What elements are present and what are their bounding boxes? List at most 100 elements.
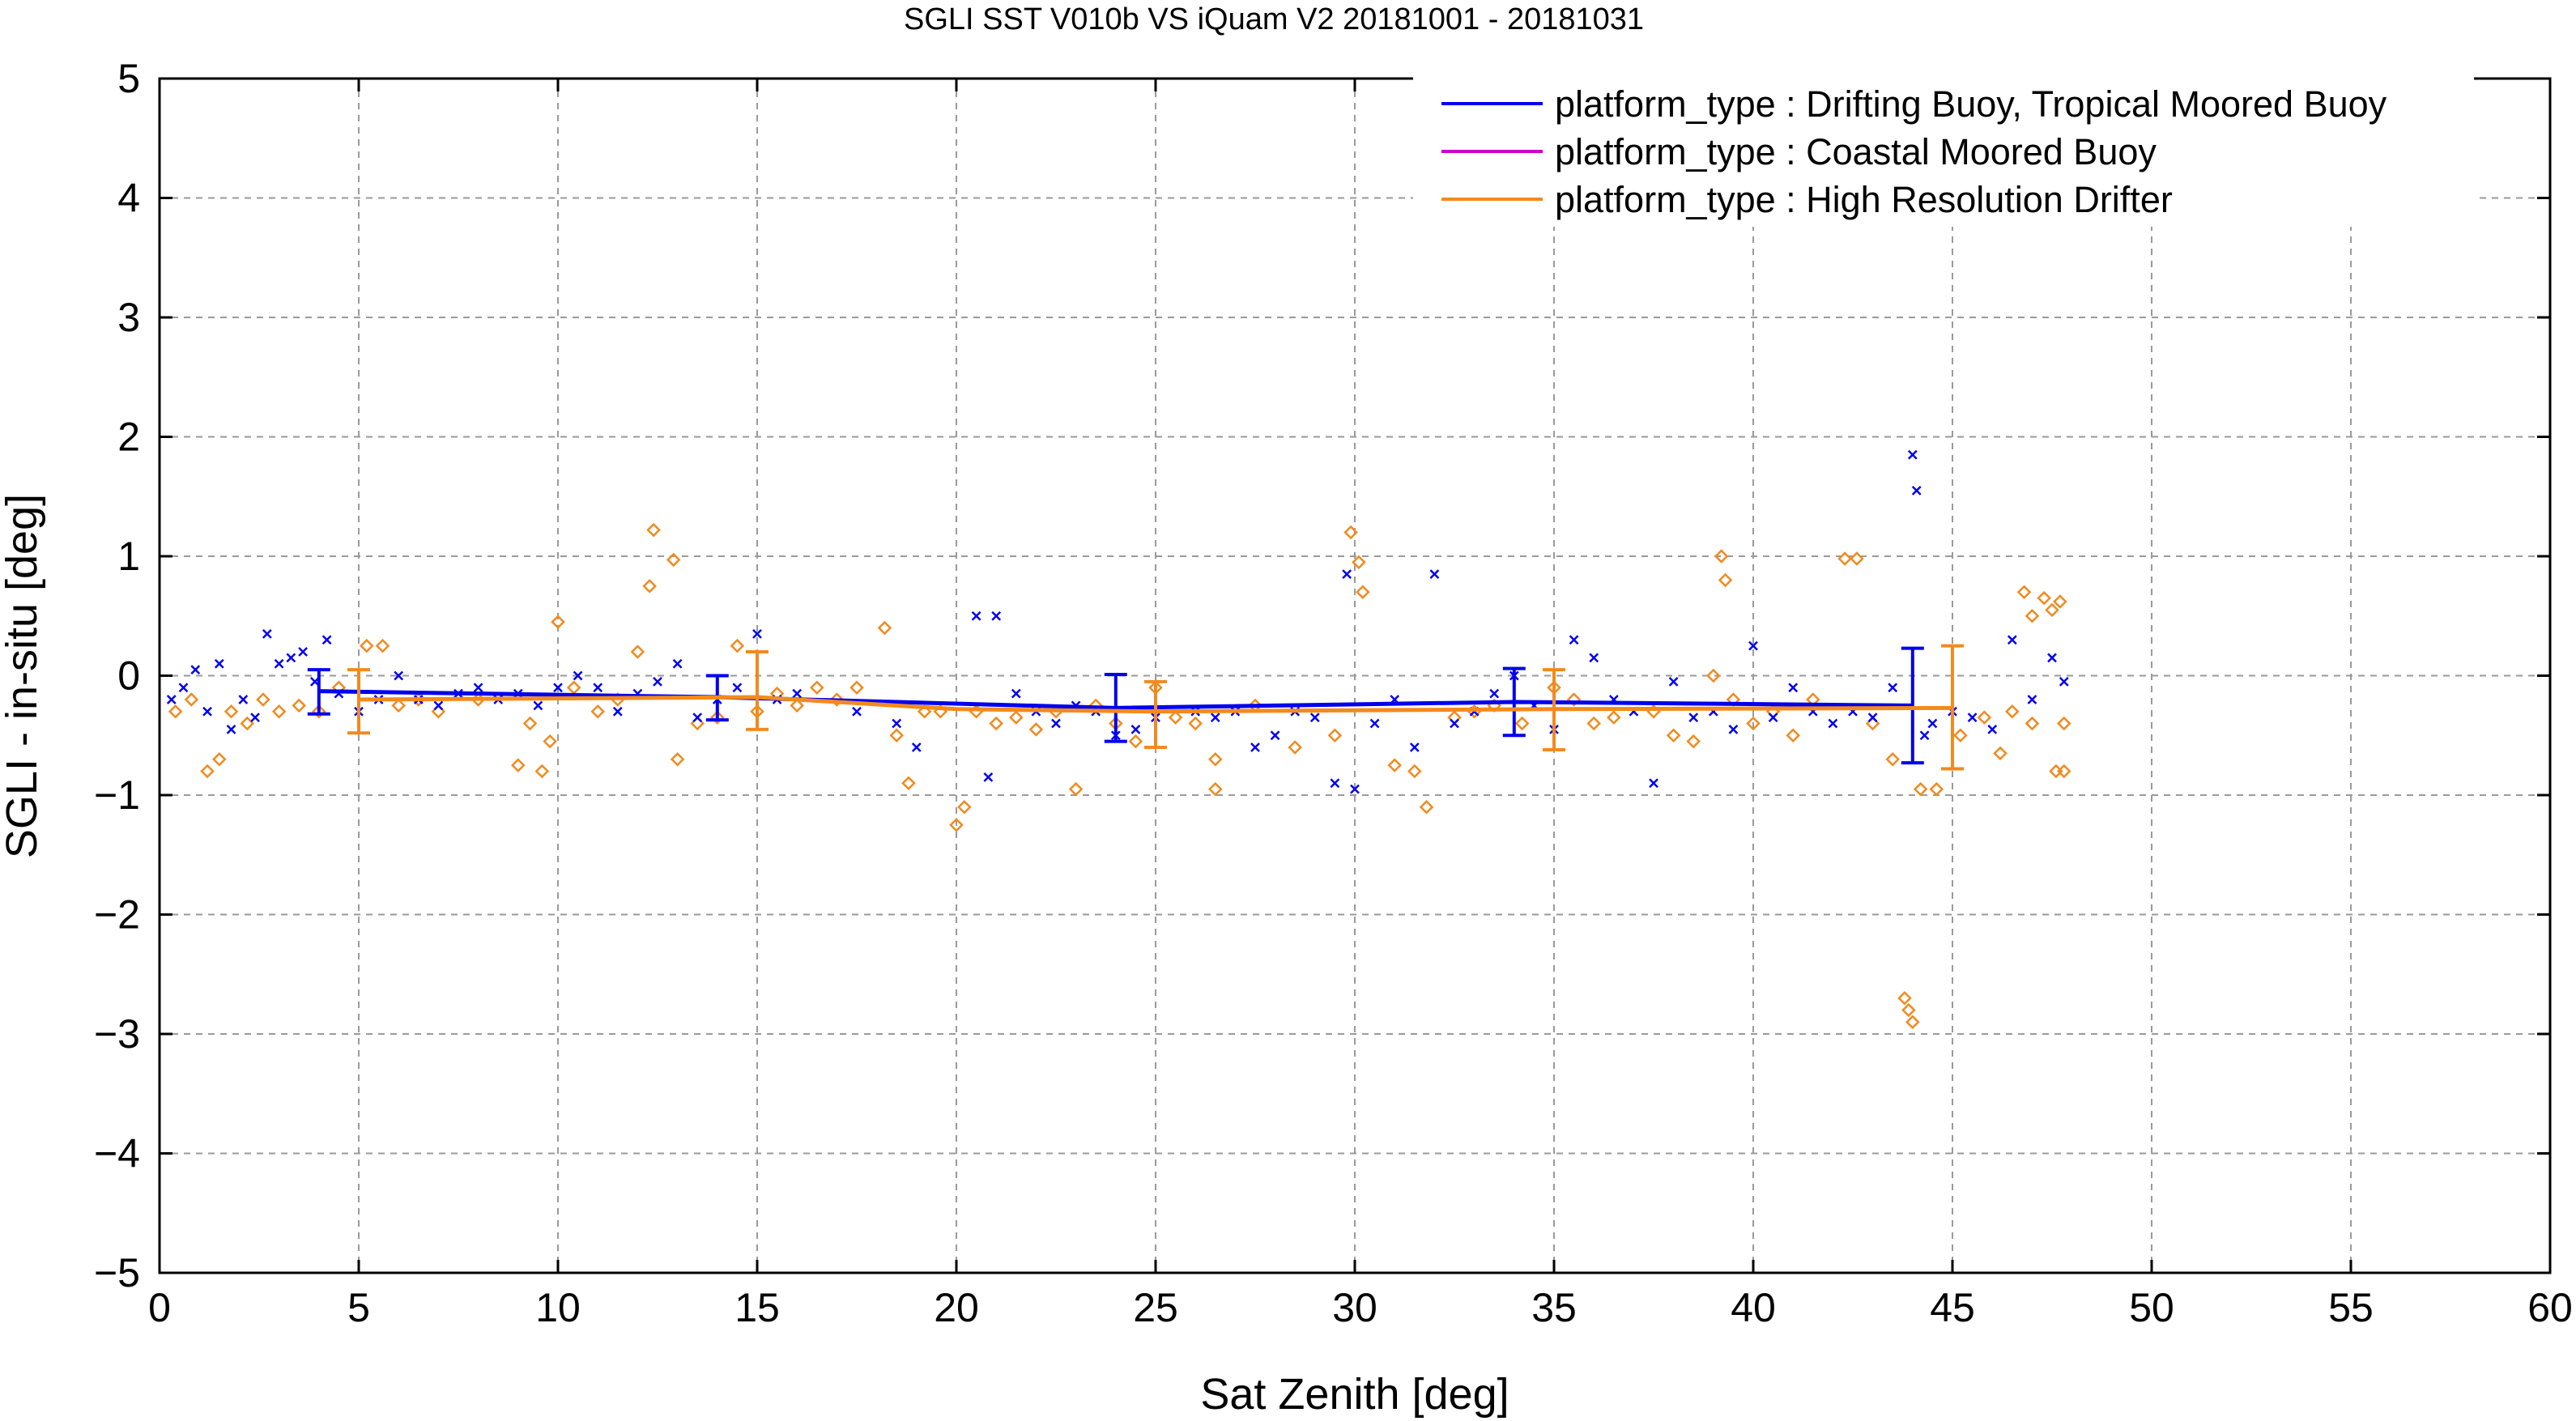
x-tick-label: 35	[1531, 1285, 1577, 1330]
data-point	[612, 706, 623, 717]
data-point	[1387, 758, 1402, 772]
data-point	[184, 692, 199, 707]
data-point	[790, 698, 804, 713]
error-bar	[746, 650, 769, 731]
data-point	[1901, 1002, 1916, 1018]
x-tick-label: 5	[347, 1285, 370, 1330]
y-tick-label: 0	[117, 653, 140, 699]
data-point	[533, 700, 543, 711]
data-point	[1987, 724, 1998, 734]
data-point	[672, 658, 683, 669]
x-tick-label: 50	[2129, 1285, 2174, 1330]
data-point	[1350, 784, 1360, 794]
error-bar	[1104, 673, 1127, 743]
data-point	[849, 680, 864, 696]
data-point	[292, 698, 306, 713]
data-point	[1828, 718, 1838, 729]
data-point	[1748, 640, 1758, 651]
data-point	[1953, 728, 1968, 743]
data-point	[1566, 692, 1582, 707]
error-bar	[1941, 644, 1964, 771]
chart-title: SGLI SST V010b VS iQuam V2 20181001 - 20…	[904, 2, 1644, 36]
data-point	[553, 683, 563, 693]
data-point	[593, 683, 603, 693]
data-point	[2007, 635, 2017, 645]
data-point	[534, 764, 550, 779]
data-point	[730, 638, 745, 653]
data-point	[752, 628, 762, 639]
data-point	[1911, 485, 1922, 496]
data-point	[1586, 716, 1601, 731]
data-point	[1714, 549, 1729, 564]
data-point	[1450, 718, 1459, 729]
x-tick-label: 0	[148, 1285, 171, 1330]
legend-label: platform_type : Coastal Moored Buoy	[1555, 131, 2157, 172]
data-point	[2047, 653, 2057, 663]
data-point	[1407, 764, 1422, 779]
y-axis-label: SGLI - in-situ [deg]	[0, 494, 46, 858]
data-point	[989, 716, 1003, 731]
data-point	[1607, 710, 1621, 725]
error-bar	[347, 668, 370, 735]
data-point	[1288, 740, 1302, 755]
data-point	[1668, 676, 1679, 687]
x-tick-label: 10	[535, 1285, 581, 1330]
data-point	[1309, 713, 1320, 723]
x-tick-label: 55	[2328, 1285, 2374, 1330]
data-point	[792, 688, 803, 699]
data-point	[2037, 590, 2051, 606]
data-point	[1913, 781, 1928, 797]
data-point	[829, 692, 845, 707]
data-point	[543, 734, 557, 749]
data-point	[892, 718, 902, 729]
data-point	[971, 611, 981, 621]
legend-box	[1413, 77, 2474, 227]
data-point	[214, 658, 224, 669]
data-point	[653, 676, 662, 687]
data-point	[877, 620, 892, 636]
y-tick-label: 1	[117, 534, 140, 579]
legend-label: platform_type : High Resolution Drifter	[1555, 179, 2173, 220]
data-point	[1130, 724, 1141, 734]
data-point	[1011, 688, 1021, 699]
data-point	[917, 704, 932, 719]
data-point	[1649, 778, 1658, 789]
data-point	[1330, 778, 1340, 789]
data-point	[1929, 781, 1944, 797]
data-point	[2045, 602, 2059, 618]
data-point	[1746, 716, 1761, 731]
data-point	[692, 713, 703, 723]
data-point	[670, 751, 685, 767]
data-point	[394, 670, 404, 681]
data-point	[901, 776, 916, 791]
data-point	[2053, 594, 2067, 609]
data-point	[590, 704, 605, 719]
y-tick-label: −2	[94, 892, 140, 938]
data-point	[1867, 713, 1878, 723]
data-point	[810, 680, 824, 696]
data-point	[1270, 730, 1280, 741]
data-point	[1356, 585, 1370, 600]
data-point	[1837, 551, 1852, 566]
data-point	[1666, 728, 1681, 743]
data-point	[1706, 668, 1721, 683]
data-point	[274, 658, 284, 669]
data-point	[2027, 695, 2037, 704]
data-point	[1907, 449, 1918, 460]
data-point	[1327, 728, 1343, 743]
data-point	[889, 728, 904, 743]
data-point	[433, 700, 444, 711]
data-point	[168, 704, 183, 719]
data-point	[202, 706, 212, 717]
data-point	[200, 764, 215, 779]
legend: platform_type : Drifting Buoy, Tropical …	[1413, 77, 2474, 227]
data-point	[298, 647, 309, 657]
data-point	[2025, 716, 2040, 731]
data-point	[710, 710, 725, 725]
data-point	[1927, 718, 1938, 729]
data-point	[321, 635, 332, 645]
y-tick-label: 4	[117, 176, 140, 221]
x-tick-label: 30	[1332, 1285, 1377, 1330]
error-bar	[307, 668, 330, 716]
